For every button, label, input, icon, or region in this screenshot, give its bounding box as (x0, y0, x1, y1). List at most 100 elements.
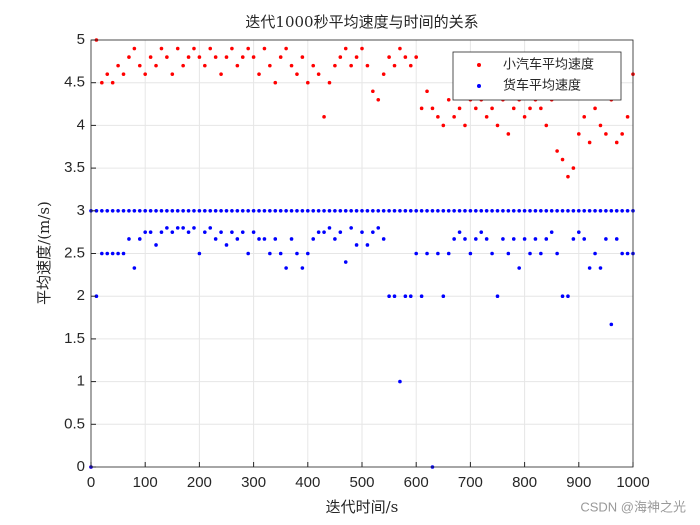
point (327, 80, 332, 85)
point (598, 266, 603, 270)
point (213, 55, 218, 59)
point (94, 294, 99, 299)
point (295, 251, 299, 256)
point (446, 251, 451, 256)
point (116, 63, 120, 68)
y-tick-label: 0 (77, 458, 85, 475)
point (555, 209, 559, 213)
point (289, 209, 294, 213)
point (614, 140, 619, 145)
point (452, 115, 456, 119)
point (403, 209, 408, 213)
point (127, 237, 131, 241)
point (425, 89, 429, 94)
point (414, 209, 419, 213)
point (306, 209, 310, 213)
point (181, 226, 185, 230)
x-tick-label: 400 (295, 474, 320, 491)
point (316, 72, 321, 76)
point (593, 209, 597, 213)
point (154, 243, 158, 247)
point (430, 106, 435, 111)
point (560, 209, 565, 213)
point (484, 237, 489, 241)
point (392, 209, 397, 213)
point (251, 230, 256, 234)
point (192, 226, 196, 230)
x-tick-label: 800 (512, 474, 537, 491)
point (544, 209, 549, 213)
point (159, 209, 164, 213)
point (203, 230, 207, 234)
point (620, 209, 624, 213)
ticks: 0 100 200 300 400 500 600 700 800 900 1000 0 0.5 1 1.5… (64, 31, 650, 491)
point (284, 266, 288, 270)
point (251, 55, 256, 59)
point (94, 209, 99, 213)
point (197, 209, 202, 213)
point (566, 294, 570, 299)
point (235, 237, 240, 241)
point (268, 63, 272, 68)
point (376, 97, 381, 102)
point (343, 46, 348, 51)
x-tick-label: 700 (458, 474, 483, 491)
point (625, 209, 630, 213)
y-tick-label: 2 (77, 287, 85, 304)
point (549, 209, 554, 213)
legend-box (452, 51, 622, 101)
point (343, 209, 348, 213)
point (235, 63, 240, 68)
point (132, 266, 137, 270)
point (186, 209, 191, 213)
point (322, 209, 326, 213)
point (463, 237, 467, 241)
point (349, 226, 353, 230)
point (566, 174, 570, 179)
point (446, 209, 451, 213)
point (311, 237, 316, 241)
point (528, 106, 532, 111)
point (452, 209, 456, 213)
point (490, 106, 494, 111)
point (587, 266, 592, 270)
point (387, 209, 391, 213)
point (137, 237, 142, 241)
point (262, 46, 267, 51)
point (170, 230, 175, 234)
x-axis-label: 迭代时间/s (326, 498, 399, 516)
point (365, 209, 370, 213)
x-tick-label: 600 (404, 474, 429, 491)
point (593, 251, 597, 256)
point (159, 230, 164, 234)
point (571, 209, 576, 213)
point (322, 230, 326, 234)
point (208, 46, 213, 51)
point (322, 115, 326, 119)
x-tick-label: 900 (566, 474, 591, 491)
point (186, 55, 191, 59)
legend-label: 货车平均速度 (503, 78, 581, 94)
point (343, 260, 348, 264)
point (620, 132, 624, 136)
point (560, 294, 565, 299)
point (268, 209, 272, 213)
point (105, 209, 110, 213)
chart-title: 迭代1000秒平均速度与时间的关系 (245, 13, 478, 31)
point (219, 72, 223, 76)
x-tick-label: 0 (87, 474, 95, 491)
point (143, 209, 147, 213)
point (408, 63, 413, 68)
point (295, 72, 299, 76)
point (365, 63, 370, 68)
point (463, 209, 467, 213)
y-tick-label: 3.5 (64, 159, 85, 176)
point (408, 209, 413, 213)
point (549, 230, 554, 234)
point (143, 230, 147, 234)
point (452, 237, 456, 241)
point (306, 251, 310, 256)
point (376, 209, 381, 213)
point (240, 230, 245, 234)
